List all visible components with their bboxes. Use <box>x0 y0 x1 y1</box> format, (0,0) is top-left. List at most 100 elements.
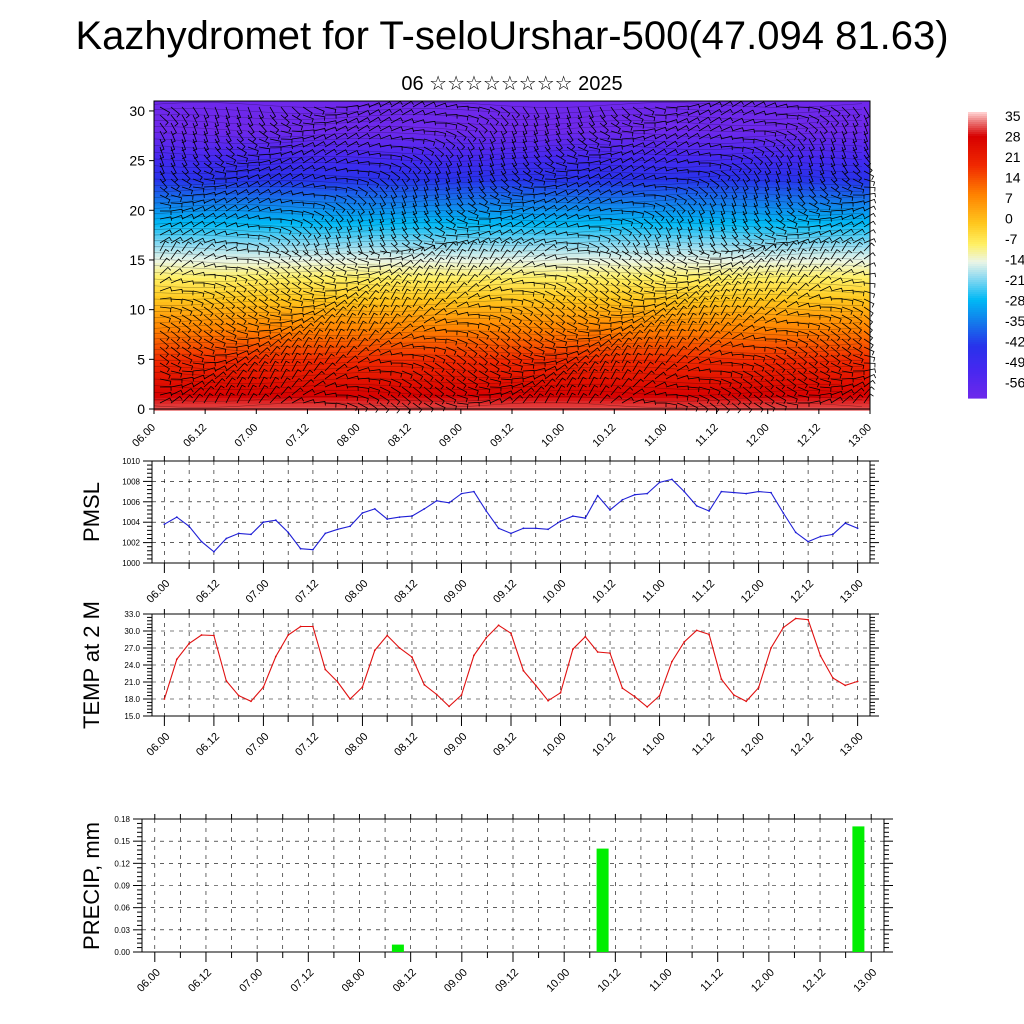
isotherm-lines <box>153 102 863 408</box>
y-tick-label: 5 <box>137 351 145 367</box>
temp-point <box>819 655 822 657</box>
temp-point <box>856 680 859 683</box>
pmsl-point <box>658 481 661 484</box>
temp-point <box>213 634 215 637</box>
x-tick-label: 09.00 <box>442 731 470 759</box>
pmsl-point <box>807 540 809 543</box>
y-tick-label: 10 <box>129 302 145 318</box>
y-axis-label: PMSL <box>79 482 104 542</box>
colorbar-label: -21 <box>1005 272 1024 288</box>
y-tick-label: 30 <box>129 103 145 119</box>
pmsl-point <box>312 548 314 551</box>
pmsl-point <box>448 501 450 504</box>
temp-point <box>609 652 611 654</box>
pmsl-point <box>621 498 624 501</box>
temp-point <box>262 686 265 688</box>
x-tick-label: 07.12 <box>293 578 321 606</box>
pmsl-point <box>782 512 785 514</box>
colorbar-label: 35 <box>1005 108 1021 124</box>
pmsl-point <box>274 519 277 522</box>
precip-bar <box>391 944 404 952</box>
chart-subtitle: 06 ☆☆☆☆☆☆☆☆ 2025 <box>401 73 623 95</box>
y-ticks <box>133 818 893 953</box>
x-tick-label: 06.00 <box>145 578 173 606</box>
temp-point <box>832 677 834 679</box>
temp-point <box>448 705 450 708</box>
plot-frame <box>151 613 871 717</box>
pmsl-point <box>262 521 265 524</box>
y-axis-label: TEMP at 2 M <box>79 601 104 729</box>
temp-point <box>646 706 649 708</box>
x-tick-label: 11.00 <box>642 422 669 449</box>
temp-point <box>522 669 525 672</box>
pmsl-point <box>794 531 797 534</box>
x-tick-label: 06.00 <box>130 422 158 450</box>
y-tick-label: 0.12 <box>114 859 130 868</box>
x-tick-label: 08.00 <box>335 422 363 450</box>
x-tick-label: 12.12 <box>788 578 816 606</box>
y-tick-label: 0.15 <box>114 837 130 846</box>
y-tick-label: 33.0 <box>124 610 140 619</box>
pmsl-point <box>770 491 772 494</box>
temp-point <box>807 618 809 621</box>
temp-point <box>547 699 549 702</box>
temp-point <box>708 633 710 636</box>
temp-point <box>732 694 735 696</box>
pmsl-point <box>745 492 748 495</box>
temp-point <box>398 647 401 649</box>
temp-point <box>745 700 748 703</box>
x-tick-label: 10.12 <box>596 967 624 995</box>
temp-point <box>683 640 686 643</box>
x-tick-label: 10.00 <box>541 731 569 759</box>
y-ticks <box>143 613 879 717</box>
x-tick-label: 06.12 <box>181 422 209 450</box>
colorbar-label: -35 <box>1005 313 1024 329</box>
temp-point <box>596 651 599 653</box>
pmsl-point <box>844 522 847 525</box>
y-tick-label: 1000 <box>122 559 140 568</box>
temp-point <box>572 648 574 650</box>
pmsl-point <box>213 550 215 553</box>
x-tick-label: 06.12 <box>194 578 222 606</box>
colorbar-label: -42 <box>1005 334 1024 350</box>
pmsl-point <box>411 515 413 517</box>
temp-point <box>163 698 166 700</box>
pmsl-point <box>720 490 723 493</box>
pmsl-point <box>435 499 438 502</box>
pmsl-point <box>497 527 500 530</box>
y-tick-label: 25 <box>129 153 145 169</box>
pmsl-point <box>856 527 859 530</box>
colorbar-label: -14 <box>1005 252 1024 268</box>
grid <box>152 460 870 564</box>
pmsl-point <box>373 508 376 510</box>
x-tick-label: 12.12 <box>788 731 816 759</box>
pmsl-point <box>485 510 488 512</box>
x-tick-label: 09.12 <box>493 967 521 995</box>
temp-point <box>423 683 426 686</box>
temp-point <box>485 636 488 639</box>
pmsl-point <box>547 528 549 531</box>
pmsl-point <box>200 540 203 543</box>
pmsl-point <box>695 505 698 507</box>
pmsl-point <box>671 478 673 481</box>
pmsl-point <box>609 509 611 511</box>
colorbar: 35 28 21 14 7 0 -7 -14 -21 -28 -35 -42 -49 -56 <box>968 108 1024 399</box>
pmsl-point <box>361 512 364 514</box>
y-tick-label: 18.0 <box>124 695 140 704</box>
x-tick-label: 09.00 <box>442 578 470 606</box>
x-tick-label: 06.00 <box>135 967 163 995</box>
x-tick-label: 07.00 <box>244 731 272 759</box>
y-tick-label: 15.0 <box>124 712 140 721</box>
grid <box>152 613 870 717</box>
x-tick-label: 13.00 <box>838 731 866 759</box>
temp-point <box>312 625 314 628</box>
pmsl-point <box>423 508 426 510</box>
y-ticks <box>143 460 879 564</box>
pmsl-point <box>559 520 562 523</box>
y-axis-label: PRECIP, mm <box>79 822 104 950</box>
pmsl-point <box>250 533 252 536</box>
pmsl-point <box>510 532 512 535</box>
x-tick-label: 07.00 <box>237 967 265 995</box>
temp-point <box>497 624 500 627</box>
